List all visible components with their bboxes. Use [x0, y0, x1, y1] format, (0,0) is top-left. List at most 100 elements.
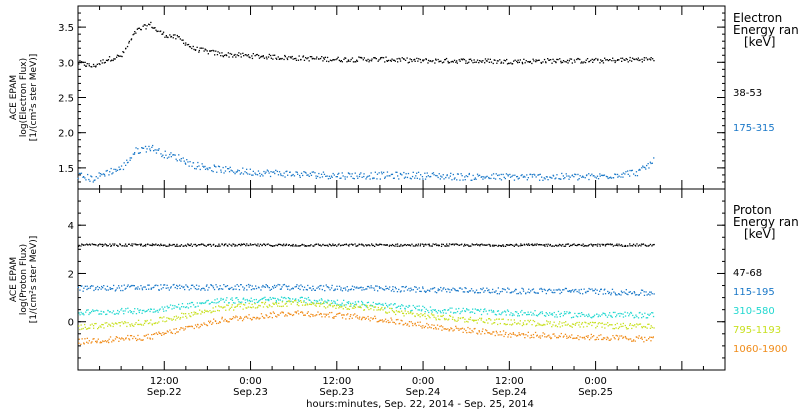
data-point: [347, 59, 350, 61]
data-point: [392, 321, 394, 323]
data-point: [599, 175, 601, 177]
data-point: [207, 299, 209, 302]
data-point: [91, 341, 93, 343]
data-point: [250, 244, 252, 246]
data-point: [258, 318, 260, 320]
data-point: [234, 244, 237, 246]
data-point: [419, 316, 421, 318]
data-point: [320, 173, 323, 175]
data-point: [153, 244, 155, 246]
data-point: [163, 284, 165, 286]
data-point: [358, 306, 360, 308]
data-point: [118, 287, 121, 289]
data-point: [126, 45, 129, 48]
data-point: [290, 303, 292, 305]
data-point: [612, 327, 614, 330]
data-point: [143, 309, 145, 312]
data-point: [559, 321, 561, 323]
data-point: [407, 306, 409, 308]
data-point: [387, 321, 390, 324]
data-point: [410, 178, 412, 180]
data-point: [647, 58, 649, 60]
data-point: [135, 287, 137, 289]
data-point: [193, 327, 195, 330]
data-point: [512, 174, 514, 176]
data-point: [573, 291, 575, 293]
data-point: [473, 59, 475, 61]
data-point: [390, 303, 392, 305]
data-point: [244, 299, 246, 301]
data-point: [261, 301, 263, 304]
data-point: [574, 173, 576, 175]
data-point: [103, 244, 105, 246]
data-point: [337, 313, 339, 315]
data-point: [169, 153, 171, 156]
data-point: [245, 307, 247, 309]
data-point: [553, 245, 555, 247]
data-point: [85, 65, 87, 67]
data-point: [441, 329, 443, 331]
data-point: [369, 305, 371, 307]
data-point: [138, 311, 140, 314]
data-point: [368, 175, 371, 177]
data-point: [568, 312, 570, 315]
data-point: [121, 337, 123, 339]
data-point: [491, 311, 493, 313]
data-point: [190, 287, 192, 290]
data-point: [560, 245, 563, 247]
data-point: [206, 310, 208, 312]
data-point: [416, 305, 418, 307]
data-point: [156, 309, 158, 312]
data-point: [482, 311, 485, 313]
data-point: [408, 305, 411, 307]
data-point: [352, 302, 354, 304]
data-point: [326, 56, 329, 59]
data-point: [262, 175, 264, 177]
data-point: [230, 298, 232, 300]
data-point: [153, 286, 155, 288]
data-point: [307, 245, 309, 247]
data-point: [473, 328, 475, 330]
data-point: [386, 287, 389, 289]
data-point: [341, 290, 344, 292]
data-point: [476, 332, 478, 334]
data-point: [347, 302, 349, 305]
data-point: [402, 312, 405, 315]
data-point: [221, 52, 223, 54]
data-point: [600, 288, 602, 290]
x-tick-time: 0:00: [239, 376, 261, 387]
data-point: [496, 293, 498, 295]
data-point: [127, 161, 129, 163]
data-point: [144, 311, 146, 313]
data-point: [459, 179, 461, 181]
data-point: [335, 58, 337, 61]
data-point: [521, 309, 523, 312]
data-point: [403, 244, 405, 246]
data-point: [323, 313, 325, 315]
data-point: [559, 178, 561, 180]
data-point: [103, 62, 105, 64]
data-point: [83, 176, 85, 178]
data-point: [472, 244, 474, 246]
data-point: [343, 314, 345, 316]
data-point: [212, 287, 215, 289]
data-point: [268, 304, 270, 306]
data-point: [262, 301, 264, 304]
x-tick-time: 0:00: [584, 376, 606, 387]
data-point: [346, 61, 348, 63]
data-point: [618, 243, 620, 245]
legend-entry: 795-1193: [733, 325, 781, 336]
data-point: [155, 310, 157, 312]
data-point: [243, 243, 245, 245]
data-point: [492, 173, 495, 175]
data-point: [452, 61, 454, 63]
data-point: [577, 244, 579, 246]
data-point: [122, 245, 124, 247]
data-point: [590, 333, 592, 336]
data-point: [190, 312, 193, 314]
data-point: [569, 312, 571, 314]
data-point: [280, 58, 282, 60]
data-point: [109, 336, 112, 338]
data-point: [394, 286, 396, 288]
data-point: [518, 332, 520, 334]
